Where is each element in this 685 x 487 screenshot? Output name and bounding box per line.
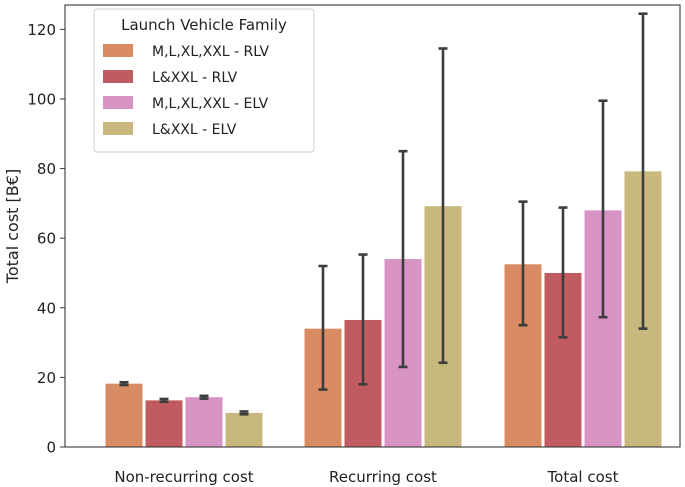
y-tick-label: 0 [46, 439, 56, 457]
bar [145, 400, 183, 447]
series-group [145, 206, 582, 447]
bar [185, 397, 223, 447]
x-tick-label: Total cost [547, 468, 619, 486]
y-axis-label: Total cost [B€] [3, 169, 22, 284]
x-tick-label: Recurring cost [329, 468, 437, 486]
series-group [105, 200, 542, 447]
legend-swatch [103, 70, 133, 83]
y-tick-label: 60 [37, 230, 56, 248]
legend-swatch [103, 122, 133, 135]
y-tick-label: 120 [27, 21, 56, 39]
y-tick-label: 20 [37, 369, 56, 387]
plot-area [105, 12, 662, 447]
legend-entry: M,L,XL,XXL - ELV [152, 96, 269, 112]
legend-title: Launch Vehicle Family [121, 16, 287, 34]
legend: Launch Vehicle Family M,L,XL,XXL - RLV L&X… [93, 8, 315, 153]
bar [225, 412, 263, 447]
axes-frame [64, 4, 681, 448]
series-group [185, 99, 622, 447]
y-tick-label: 80 [37, 160, 56, 178]
x-tick-label: Non-recurring cost [114, 468, 253, 486]
legend-entry: M,L,XL,XXL - RLV [152, 44, 270, 60]
legend-box [93, 8, 315, 153]
bar [105, 383, 143, 447]
series-group [225, 12, 662, 447]
legend-swatch [103, 44, 133, 57]
legend-entry: L&XXL - RLV [152, 70, 238, 86]
legend-swatch [103, 96, 133, 109]
axes: 0 20 40 60 80 100 120 Non-recurring cost Recurri… [3, 4, 681, 486]
y-tick-label: 100 [27, 90, 56, 108]
legend-entry: L&XXL - ELV [152, 122, 237, 138]
y-tick-label: 40 [37, 299, 56, 317]
